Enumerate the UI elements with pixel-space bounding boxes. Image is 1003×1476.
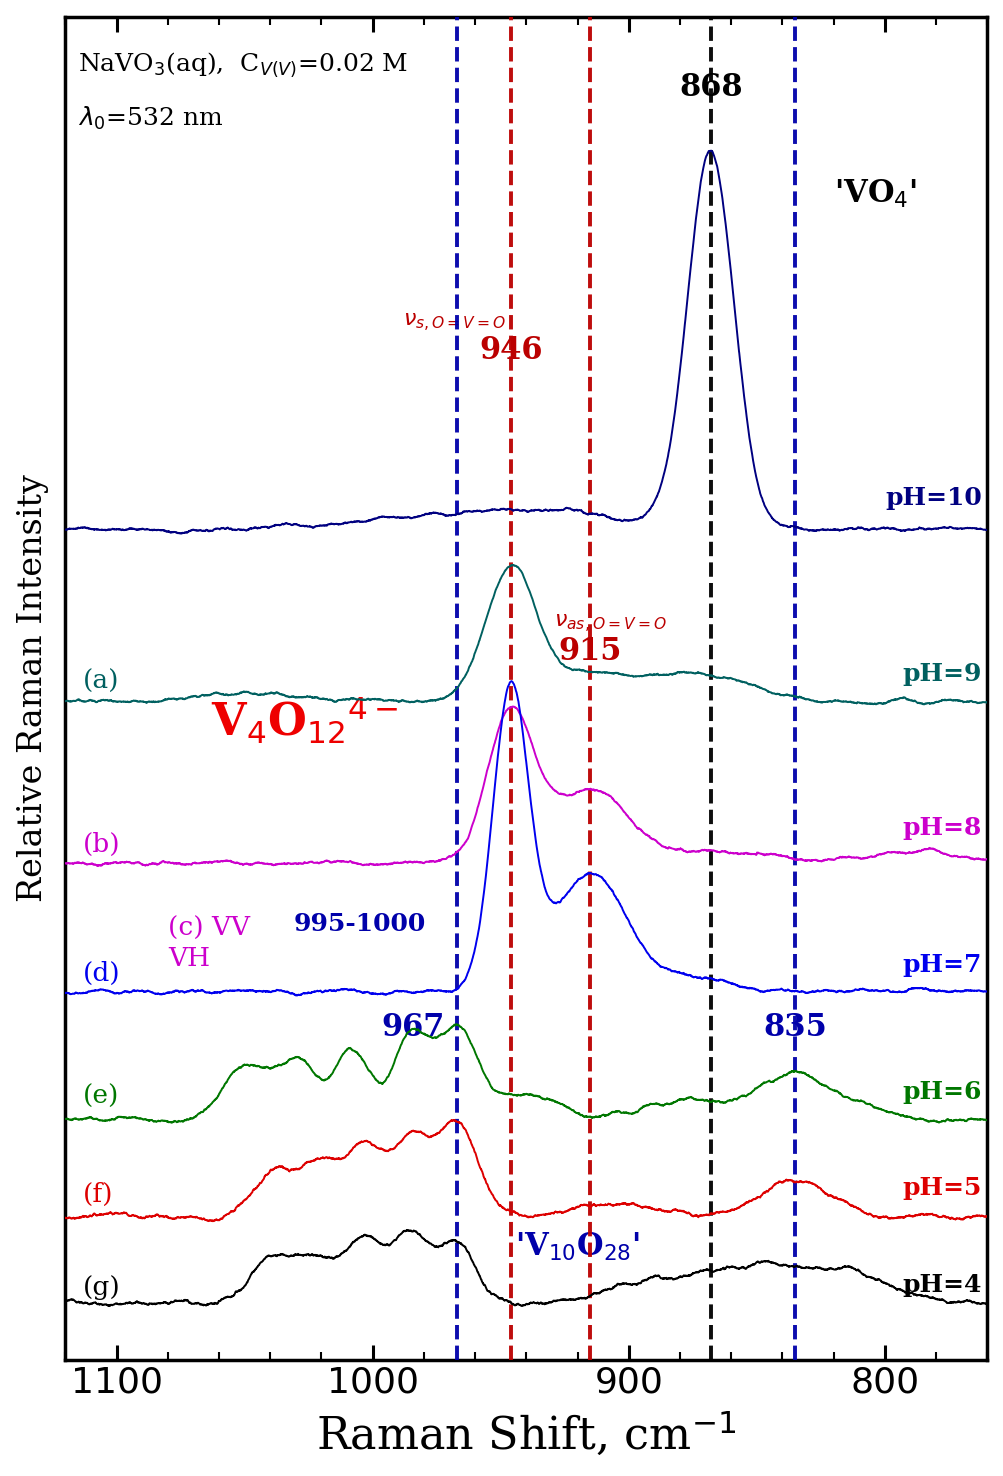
- Text: (a): (a): [83, 669, 119, 694]
- Text: (e): (e): [83, 1085, 119, 1110]
- Text: (f): (f): [83, 1182, 113, 1207]
- Y-axis label: Relative Raman Intensity: Relative Raman Intensity: [17, 474, 48, 902]
- Text: (d): (d): [83, 961, 120, 986]
- Text: (g): (g): [83, 1275, 121, 1300]
- Text: (b): (b): [83, 832, 120, 856]
- Text: pH=5: pH=5: [902, 1176, 981, 1200]
- Text: 835: 835: [762, 1013, 826, 1044]
- Text: pH=7: pH=7: [902, 952, 981, 977]
- Text: pH=10: pH=10: [885, 486, 981, 511]
- Text: NaVO$_3$(aq),  C$_{V(V)}$=0.02 M: NaVO$_3$(aq), C$_{V(V)}$=0.02 M: [78, 50, 408, 80]
- Text: $\nu_{as,O=V=O}$: $\nu_{as,O=V=O}$: [554, 613, 667, 635]
- Text: pH=8: pH=8: [902, 816, 981, 840]
- Text: 967: 967: [380, 1013, 444, 1044]
- Text: 995-1000: 995-1000: [294, 912, 425, 936]
- Text: 915: 915: [558, 636, 622, 667]
- Text: (c) VV: (c) VV: [168, 915, 250, 940]
- Text: 'V$_{10}$O$_{28}$': 'V$_{10}$O$_{28}$': [515, 1231, 639, 1263]
- Text: $\lambda_0$=532 nm: $\lambda_0$=532 nm: [78, 105, 224, 133]
- X-axis label: Raman Shift, cm$^{-1}$: Raman Shift, cm$^{-1}$: [316, 1410, 736, 1460]
- Text: 946: 946: [478, 335, 543, 366]
- Text: $\nu_{s,O=V=O}$: $\nu_{s,O=V=O}$: [402, 311, 506, 334]
- Text: 'VO$_4$': 'VO$_4$': [832, 179, 916, 210]
- Text: VH: VH: [168, 946, 210, 971]
- Text: 868: 868: [678, 72, 742, 103]
- Text: pH=9: pH=9: [902, 663, 981, 686]
- Text: pH=4: pH=4: [902, 1272, 981, 1297]
- Text: pH=6: pH=6: [902, 1079, 981, 1104]
- Text: V$_4$O$_{12}$$^{4-}$: V$_4$O$_{12}$$^{4-}$: [211, 695, 398, 747]
